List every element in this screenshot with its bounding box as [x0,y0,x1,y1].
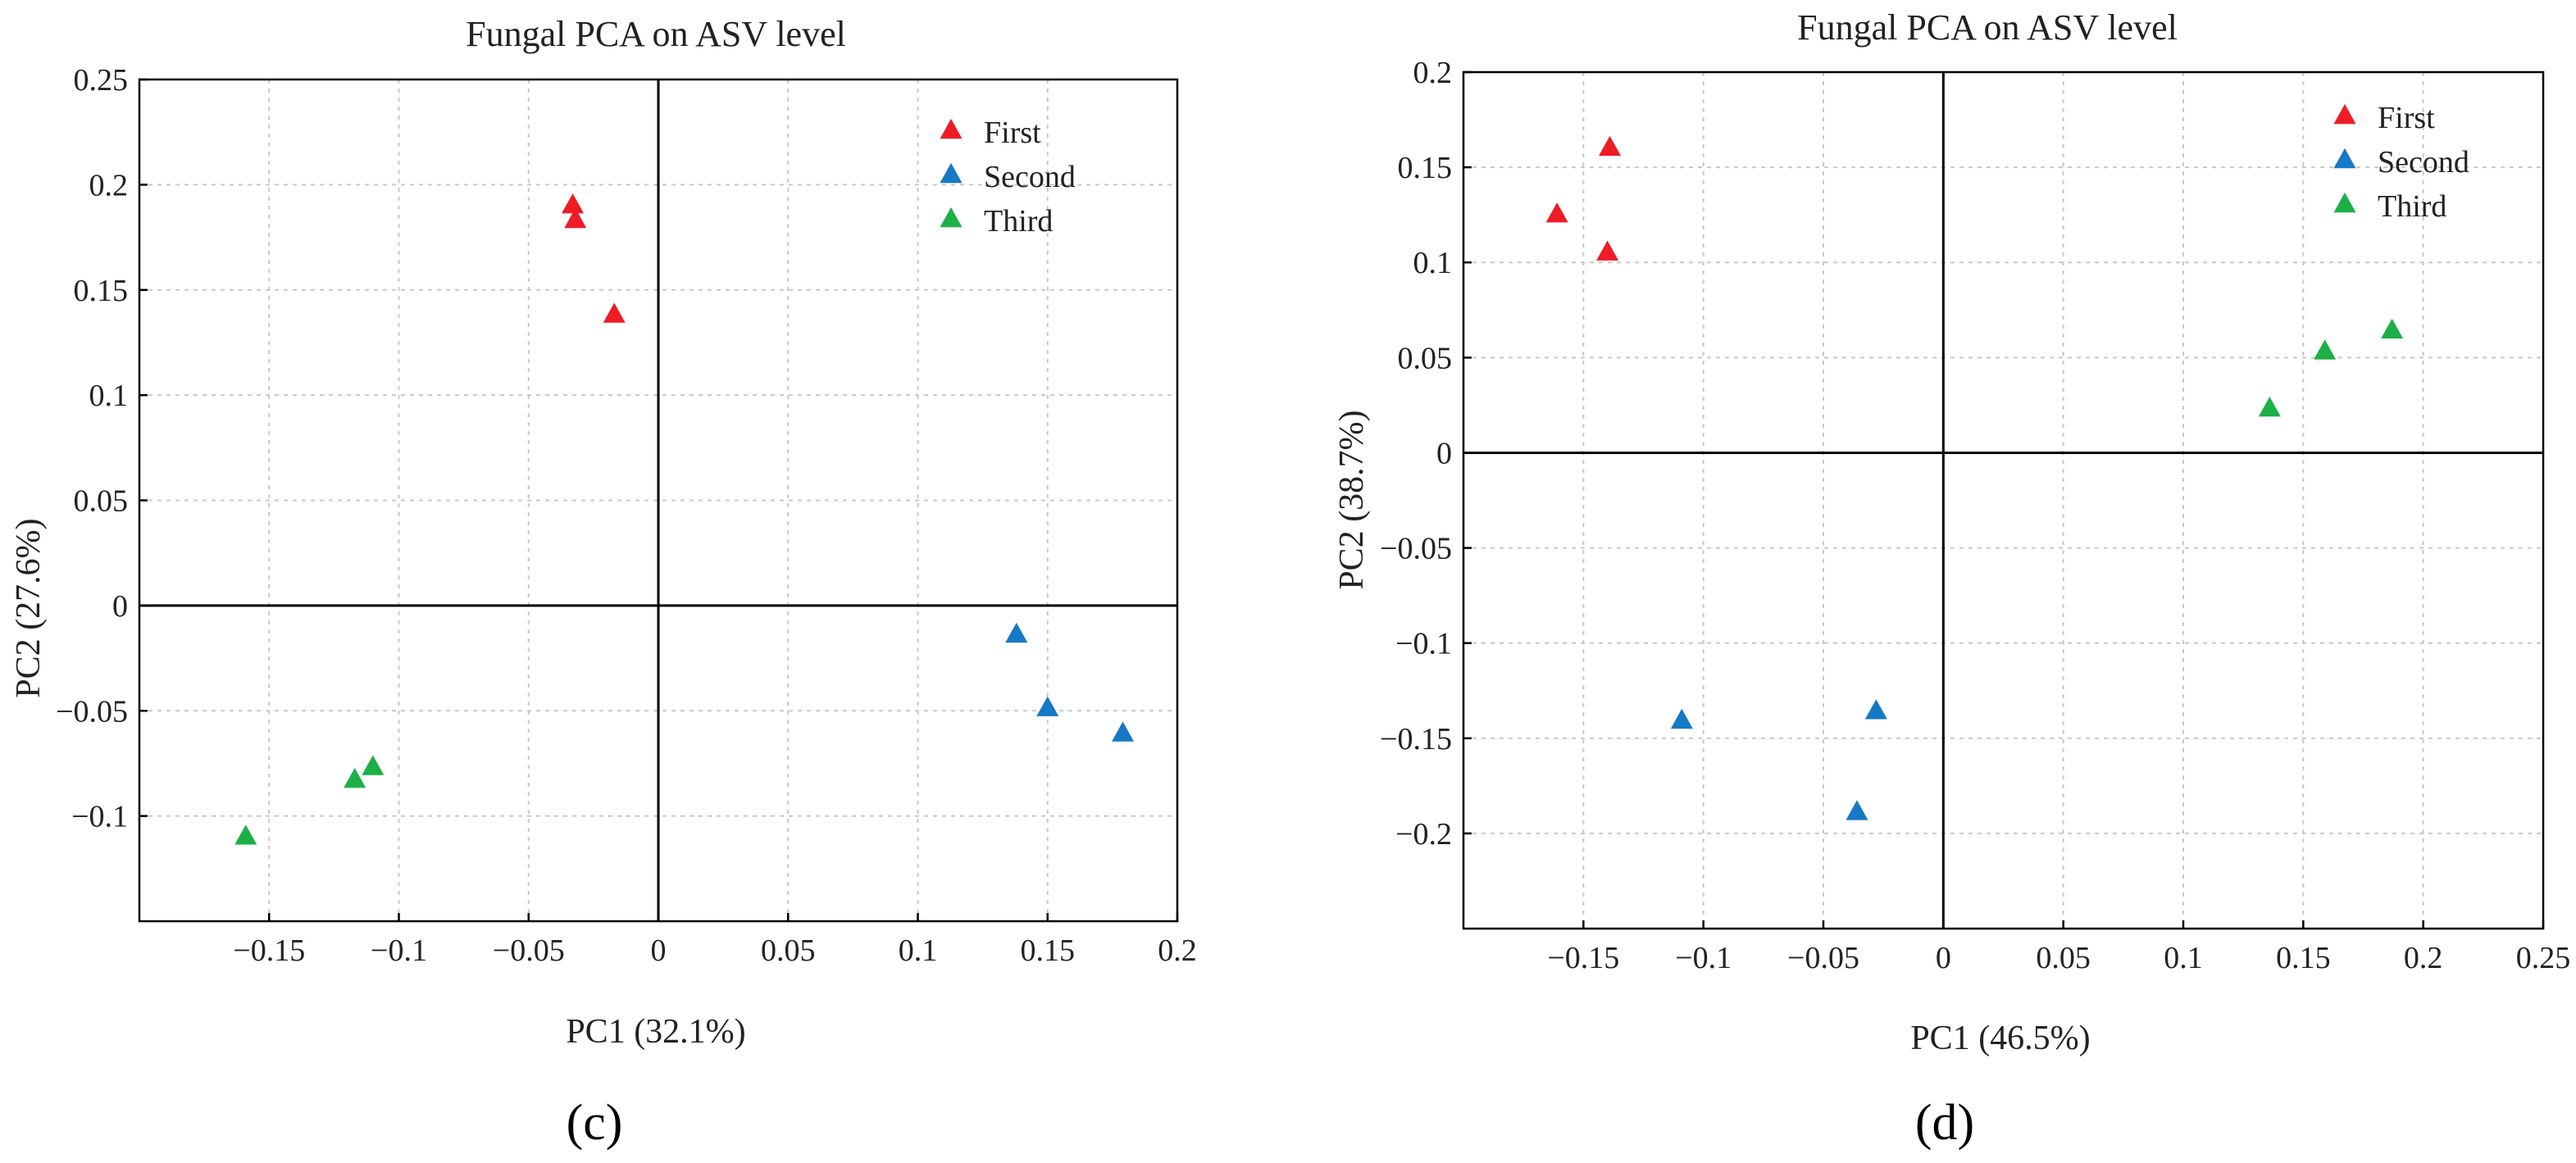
point-third [344,767,366,788]
axes [138,78,1179,923]
point-second [1005,622,1028,643]
point-third [2381,318,2404,339]
x-tick-label: 0.2 [2404,941,2443,975]
data-points [1545,135,2404,820]
point-first [1596,240,1619,261]
x-tick-label: 0.05 [2036,941,2091,975]
point-first [1545,202,1568,223]
y-tick-label: 0.2 [89,168,129,202]
y-tick-label: −0.15 [1380,722,1452,756]
y-tick-label: 0.15 [74,274,129,308]
x-tick-label: 0.2 [1158,934,1197,968]
chart-title: Fungal PCA on ASV level [1797,7,2178,48]
x-tick-label: 0.1 [899,934,938,968]
x-tick-label: −0.1 [371,934,427,968]
point-second [1864,699,1887,720]
legend-marker-second [2333,148,2356,169]
data-points [234,193,1135,845]
point-first [1599,135,1622,157]
point-third [2258,396,2281,417]
y-tick-label: −0.1 [71,800,128,834]
y-tick-label: −0.1 [1395,627,1452,661]
y-tick-label: 0 [1436,436,1452,470]
point-second [1036,696,1059,716]
legend: First Second Third [2333,101,2469,224]
legend-label-first: First [2378,101,2435,135]
y-tick-label: 0 [112,589,128,624]
chart-title: Fungal PCA on ASV level [466,14,846,54]
y-tick-label: −0.05 [1380,532,1452,566]
tick-labels: −0.15 −0.1 −0.05 0 0.05 0.1 0.15 0.2 0.25 0.2 0.15… [56,63,1197,968]
point-first [564,207,587,229]
y-tick-label: 0.2 [1413,56,1453,90]
y-axis-label: PC2 (38.7%) [1333,410,1371,589]
x-tick-label: −0.15 [233,934,305,968]
x-tick-label: −0.05 [1787,941,1859,975]
legend-marker-third [940,207,963,228]
x-tick-label: −0.05 [493,934,565,968]
point-second [1112,721,1135,742]
chart-d: Fungal PCA on ASV level −0.15 −0.1 −0.05 0 0… [1333,7,2570,1151]
legend-label-second: Second [2378,145,2469,179]
tick-labels: −0.15 −0.1 −0.05 0 0.05 0.1 0.15 0.2 0.25 0.2 0.15… [1380,56,2570,975]
legend-label-third: Third [2378,189,2446,224]
point-first [562,193,585,214]
axes [1462,70,2545,930]
y-tick-label: 0.05 [1398,341,1453,375]
point-second [1846,800,1868,820]
x-tick-label: 0.1 [2164,941,2203,975]
panel-label: (d) [1915,1095,1974,1151]
legend: First Second Third [940,116,1076,239]
x-tick-label: 0.15 [1021,934,1076,968]
point-third [2314,339,2337,360]
x-tick-label: 0.25 [2516,941,2571,975]
legend-marker-first [2333,103,2356,125]
x-tick-label: 0 [1936,941,1951,975]
x-axis-label: PC1 (32.1%) [566,1013,745,1051]
x-axis-label: PC1 (46.5%) [1910,1020,2090,1057]
point-third [362,755,385,775]
y-tick-label: 0.25 [74,63,129,98]
y-tick-label: 0.1 [89,379,129,413]
x-tick-label: 0 [651,934,667,968]
y-tick-label: 0.1 [1413,246,1453,280]
legend-marker-third [2333,192,2356,213]
y-axis-label: PC2 (27.6%) [10,518,48,697]
point-second [1670,708,1693,729]
chart-c: Fungal PCA on ASV level −0.15 −0.1 −0.05 0 0… [10,14,1197,1151]
y-tick-label: −0.2 [1395,817,1452,852]
x-tick-label: −0.15 [1547,941,1619,975]
legend-marker-first [940,118,963,139]
y-tick-label: 0.05 [74,484,129,519]
x-tick-label: 0.15 [2276,941,2331,975]
legend-label-second: Second [984,160,1076,194]
point-third [234,825,257,845]
point-first [603,302,626,323]
x-tick-label: 0.05 [761,934,816,968]
panel-label: (c) [567,1095,623,1151]
y-tick-label: −0.05 [56,694,128,729]
legend-label-third: Third [984,204,1053,239]
plot-frame [1462,70,2545,930]
legend-marker-second [940,162,963,184]
legend-label-first: First [984,116,1041,150]
y-tick-label: 0.15 [1398,151,1453,185]
x-tick-label: −0.1 [1675,941,1732,975]
